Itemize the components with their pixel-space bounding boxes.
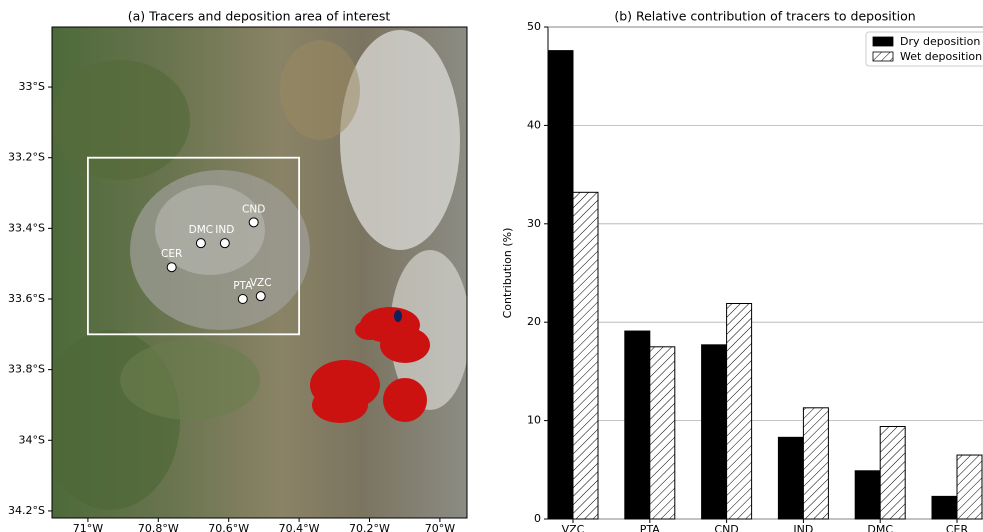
bar bbox=[572, 191, 599, 520]
y-tick-label: 33.6°S bbox=[8, 292, 45, 305]
y-tick-label: 33.4°S bbox=[8, 221, 45, 234]
bar bbox=[624, 330, 651, 520]
y-tick-label: 33°S bbox=[19, 80, 45, 93]
tracer-point bbox=[219, 238, 230, 249]
tracer-label: PTA bbox=[233, 280, 253, 292]
y-tick-label: 33.8°S bbox=[8, 363, 45, 376]
domain-box bbox=[87, 156, 300, 336]
tracer-point bbox=[237, 293, 248, 304]
bar bbox=[701, 344, 728, 520]
bar bbox=[649, 346, 676, 520]
bar bbox=[777, 436, 804, 520]
y-tick-label: 50 bbox=[527, 20, 541, 33]
x-tick-label: 70.8°W bbox=[138, 522, 179, 532]
legend-swatch bbox=[872, 51, 894, 62]
tracer-point bbox=[195, 238, 206, 249]
tracer-label: IND bbox=[215, 224, 234, 236]
x-tick-label: 70.4°W bbox=[279, 522, 320, 532]
y-tick-label: 0 bbox=[534, 512, 541, 525]
y-tick-label: 40 bbox=[527, 118, 541, 131]
tracer-label: DMC bbox=[189, 224, 213, 236]
legend-box bbox=[865, 31, 983, 67]
legend-label: Wet deposition bbox=[900, 50, 982, 63]
plot-frame bbox=[547, 26, 983, 520]
x-tick-label: VZC bbox=[562, 523, 585, 532]
y-tick-label: 20 bbox=[527, 315, 541, 328]
tracer-point bbox=[166, 262, 177, 273]
tracer-label: VZC bbox=[250, 277, 272, 289]
x-tick-label: 70°W bbox=[425, 522, 455, 532]
map-title: (a) Tracers and deposition area of inter… bbox=[128, 9, 391, 24]
y-axis-label: Contribution (%) bbox=[501, 228, 514, 319]
tracer-label: CER bbox=[161, 248, 182, 260]
map-background bbox=[52, 27, 467, 518]
bar bbox=[547, 50, 574, 520]
tracer-label: CND bbox=[242, 203, 265, 215]
bar bbox=[854, 470, 881, 520]
x-tick-label: DMC bbox=[867, 523, 893, 532]
bar bbox=[879, 426, 906, 520]
x-tick-label: IND bbox=[793, 523, 813, 532]
tracer-point bbox=[255, 291, 266, 302]
bar bbox=[802, 407, 829, 520]
x-tick-label: 71°W bbox=[73, 522, 103, 532]
tracer-point bbox=[248, 217, 259, 228]
legend-label: Dry deposition bbox=[900, 35, 980, 48]
map-frame bbox=[51, 26, 468, 519]
chart-title: (b) Relative contribution of tracers to … bbox=[614, 9, 915, 24]
y-tick-label: 10 bbox=[527, 414, 541, 427]
x-tick-label: 70.6°W bbox=[208, 522, 249, 532]
y-tick-label: 34°S bbox=[19, 433, 45, 446]
bar bbox=[726, 303, 753, 520]
y-tick-label: 34.2°S bbox=[8, 504, 45, 517]
x-tick-label: CER bbox=[946, 523, 969, 532]
bar bbox=[956, 454, 983, 520]
x-tick-label: PTA bbox=[640, 523, 660, 532]
y-tick-label: 30 bbox=[527, 217, 541, 230]
legend-swatch bbox=[872, 36, 894, 47]
x-tick-label: CND bbox=[714, 523, 738, 532]
y-tick-label: 33.2°S bbox=[8, 151, 45, 164]
bar bbox=[931, 495, 958, 520]
x-tick-label: 70.2°W bbox=[349, 522, 390, 532]
